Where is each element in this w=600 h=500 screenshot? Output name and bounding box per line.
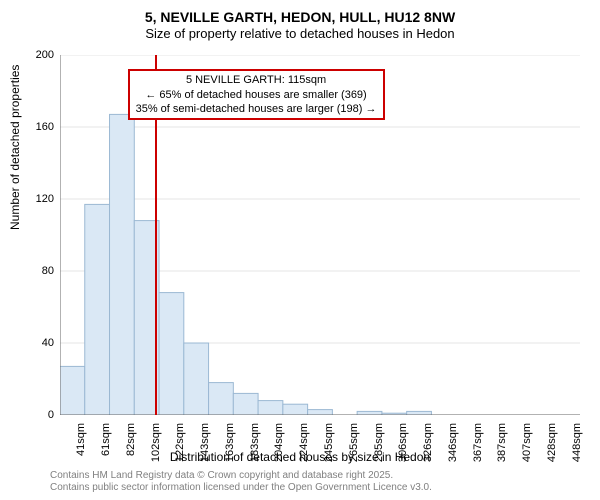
x-tick-label: 61sqm <box>100 423 112 473</box>
x-tick-label: 306sqm <box>397 423 409 473</box>
x-tick-label: 122sqm <box>174 423 186 473</box>
footer-line1: Contains HM Land Registry data © Crown c… <box>50 470 432 482</box>
x-tick-label: 407sqm <box>521 423 533 473</box>
x-tick-label: 245sqm <box>323 423 335 473</box>
x-tick-label: 102sqm <box>150 423 162 473</box>
histogram-bar <box>308 410 333 415</box>
histogram-bar <box>283 404 308 415</box>
callout-line2: ← 65% of detached houses are smaller (36… <box>136 88 377 102</box>
x-tick-label: 387sqm <box>496 423 508 473</box>
histogram-bar <box>184 343 209 415</box>
histogram-bar <box>60 366 85 415</box>
x-tick-label: 285sqm <box>373 423 385 473</box>
histogram-bar <box>407 411 432 415</box>
chart-container: 5, NEVILLE GARTH, HEDON, HULL, HU12 8NW … <box>0 0 600 500</box>
x-tick-label: 163sqm <box>224 423 236 473</box>
callout-box: 5 NEVILLE GARTH: 115sqm ← 65% of detache… <box>128 69 385 120</box>
x-tick-label: 367sqm <box>472 423 484 473</box>
histogram-bar <box>159 293 184 415</box>
x-tick-label: 183sqm <box>249 423 261 473</box>
callout-line1: 5 NEVILLE GARTH: 115sqm <box>136 73 377 87</box>
histogram-bar <box>258 401 283 415</box>
x-tick-label: 224sqm <box>298 423 310 473</box>
y-tick-label: 80 <box>24 265 54 277</box>
y-axis-label: Number of detached properties <box>8 65 22 230</box>
y-tick-label: 40 <box>24 337 54 349</box>
histogram-bar <box>357 411 382 415</box>
x-tick-label: 265sqm <box>348 423 360 473</box>
y-tick-label: 0 <box>24 409 54 421</box>
x-tick-label: 428sqm <box>546 423 558 473</box>
footer-line2: Contains public sector information licen… <box>50 482 432 494</box>
histogram-bar <box>233 393 258 415</box>
chart-area: 04080120160200 41sqm61sqm82sqm102sqm122s… <box>60 55 580 415</box>
y-tick-label: 120 <box>24 193 54 205</box>
x-tick-label: 448sqm <box>571 423 583 473</box>
y-tick-label: 160 <box>24 121 54 133</box>
x-tick-label: 82sqm <box>125 423 137 473</box>
histogram-bar <box>85 204 110 415</box>
x-tick-label: 204sqm <box>273 423 285 473</box>
histogram-bar <box>209 383 234 415</box>
x-tick-label: 346sqm <box>447 423 459 473</box>
x-tick-label: 326sqm <box>422 423 434 473</box>
footer-attribution: Contains HM Land Registry data © Crown c… <box>50 470 432 494</box>
histogram-bar <box>110 114 135 415</box>
chart-title: 5, NEVILLE GARTH, HEDON, HULL, HU12 8NW <box>0 0 600 26</box>
x-tick-label: 143sqm <box>199 423 211 473</box>
x-tick-label: 41sqm <box>75 423 87 473</box>
x-axis-label: Distribution of detached houses by size … <box>0 450 600 464</box>
y-tick-label: 200 <box>24 49 54 61</box>
chart-subtitle: Size of property relative to detached ho… <box>0 26 600 45</box>
callout-line3: 35% of semi-detached houses are larger (… <box>136 102 377 116</box>
